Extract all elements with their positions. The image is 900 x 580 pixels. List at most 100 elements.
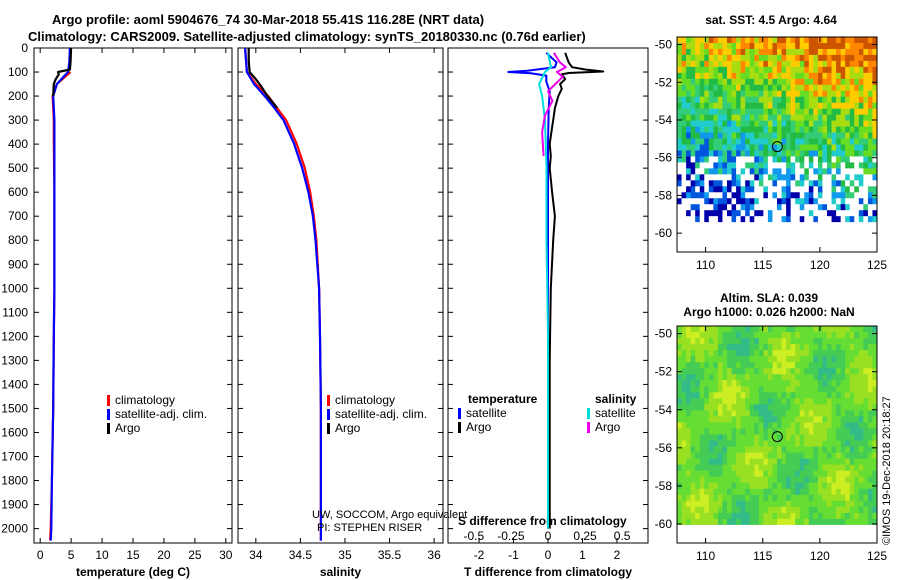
map-cell	[799, 416, 805, 423]
map-cell	[713, 380, 719, 387]
map-cell	[813, 126, 819, 133]
map-x-tick-label: 120	[810, 258, 830, 272]
map-cell	[849, 78, 855, 86]
map-cell	[827, 338, 832, 345]
map-cell	[867, 240, 873, 247]
map-cell	[822, 488, 828, 496]
map-cell	[840, 60, 846, 68]
map-cell	[767, 228, 773, 235]
map-cell	[790, 536, 796, 544]
map-cell	[840, 96, 846, 104]
map-cell	[695, 380, 701, 387]
x-tick-label: 35	[338, 548, 352, 562]
map-cell	[690, 536, 696, 544]
map-cell	[736, 464, 742, 472]
map-cell	[795, 464, 801, 472]
map-cell	[677, 380, 682, 387]
map-cell	[686, 500, 692, 508]
map-cell	[713, 386, 719, 393]
map-cell	[813, 72, 819, 80]
map-cell	[749, 192, 755, 199]
map-cell	[786, 476, 792, 484]
map-cell	[813, 120, 819, 127]
map-cell	[813, 338, 819, 345]
map-cell	[749, 410, 755, 417]
map-cell	[858, 332, 864, 339]
map-cell	[808, 162, 814, 169]
map-cell	[749, 440, 755, 447]
map-cell	[690, 96, 696, 104]
map-cell	[754, 132, 760, 139]
map-cell	[858, 216, 864, 223]
map-cell	[731, 138, 737, 145]
map-cell	[790, 338, 796, 345]
map-cell	[699, 120, 705, 127]
map-cell	[717, 518, 723, 526]
map-cell	[704, 512, 710, 520]
map-cell	[786, 132, 792, 139]
map-cell	[727, 138, 732, 145]
map-cell	[831, 530, 837, 538]
map-cell	[822, 186, 828, 193]
map-cell	[849, 488, 855, 496]
map-cell	[699, 150, 705, 157]
map-cell	[822, 150, 828, 157]
map-cell	[681, 506, 687, 514]
map-cell	[699, 446, 705, 453]
map-cell	[849, 234, 855, 241]
map-cell	[840, 192, 846, 199]
map-cell	[736, 90, 742, 98]
map-cell	[695, 222, 701, 229]
map-cell	[736, 60, 742, 68]
map-cell	[840, 126, 846, 133]
map-cell	[749, 464, 755, 472]
map-cell	[799, 344, 805, 351]
map-cell	[817, 42, 823, 50]
map-cell	[717, 350, 723, 357]
map-cell	[772, 222, 778, 229]
map-cell	[677, 404, 682, 411]
map-cell	[754, 96, 760, 104]
map-cell	[745, 452, 751, 460]
map-cell	[840, 168, 846, 175]
map-cell	[831, 156, 837, 163]
map-cell	[863, 198, 869, 205]
map-cell	[827, 60, 832, 68]
legend-swatch	[587, 408, 590, 419]
map-cell	[872, 186, 878, 193]
map-cell	[777, 362, 782, 369]
map-cell	[781, 398, 787, 405]
map-cell	[781, 138, 787, 145]
map-cell	[858, 180, 864, 187]
map-cell	[749, 398, 755, 405]
map-cell	[831, 246, 837, 253]
map-cell	[704, 536, 710, 544]
map-cell	[854, 162, 860, 169]
map-cell	[831, 240, 837, 247]
map-cell	[713, 150, 719, 157]
map-cell	[872, 102, 878, 110]
map-cell	[695, 126, 701, 133]
map-cell	[804, 416, 810, 423]
x-tick-label: -1	[508, 548, 519, 562]
map-cell	[817, 452, 823, 460]
map-cell	[740, 458, 746, 466]
map-cell	[813, 422, 819, 429]
map-cell	[790, 138, 796, 145]
map-cell	[722, 66, 728, 74]
map-cell	[849, 470, 855, 478]
map-cell	[795, 156, 801, 163]
map-cell	[854, 446, 860, 453]
map-cell	[754, 404, 760, 411]
map-cell	[754, 204, 760, 211]
map-cell	[867, 246, 873, 253]
map-cell	[808, 386, 814, 393]
map-cell	[686, 356, 692, 363]
map-cell	[754, 452, 760, 460]
map-cell	[804, 216, 810, 223]
map-cell	[699, 440, 705, 447]
map-cell	[708, 464, 714, 472]
map-cell	[686, 470, 692, 478]
map-cell	[872, 72, 878, 80]
map-cell	[681, 246, 687, 253]
